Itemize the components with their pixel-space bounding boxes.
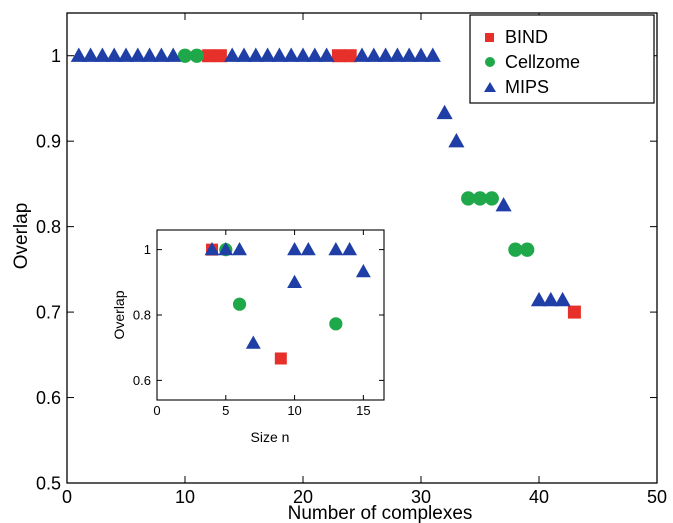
main-point-cellzome — [189, 48, 204, 63]
legend: BIND Cellzome MIPS — [469, 14, 655, 104]
inset-point-mips — [287, 242, 303, 256]
inset-point-cellzome — [232, 297, 247, 311]
main-point-mips — [117, 47, 135, 62]
inset-x-tick-label: 15 — [356, 403, 370, 418]
main-point-mips — [94, 47, 111, 62]
inset-x-tick-label: 10 — [287, 403, 301, 418]
main-y-tick-label: 0.5 — [36, 473, 61, 493]
inset-x-tick-label: 0 — [153, 403, 160, 418]
main-point-mips — [318, 47, 335, 62]
main-y-axis-label: Overlap — [11, 203, 32, 270]
main-x-tick-label: 0 — [62, 487, 72, 507]
inset-y-tick-label: 0.6 — [133, 373, 151, 388]
inset-point-mips — [218, 242, 234, 256]
main-point-mips — [412, 47, 430, 62]
main-point-mips — [165, 47, 182, 62]
main-y-tick-label: 0.6 — [36, 388, 61, 408]
main-point-mips — [247, 47, 264, 62]
main-point-cellzome — [508, 242, 523, 257]
legend-label-bind: BIND — [505, 27, 548, 47]
main-point-mips — [495, 197, 512, 212]
inset-y-axis-label: Overlap — [111, 290, 127, 339]
main-point-bind — [343, 49, 357, 63]
main-y-tick-label: 0.9 — [36, 131, 61, 151]
main-point-mips — [259, 47, 276, 62]
main-point-mips — [554, 291, 571, 307]
main-point-bind — [567, 305, 581, 319]
inset-point-mips — [287, 274, 303, 288]
main-point-bind — [202, 49, 216, 63]
main-axis-ticks: 0 10 20 30 40 500.50.60.70.80.91 — [36, 13, 667, 507]
main-point-mips — [377, 47, 394, 62]
main-point-mips — [424, 47, 441, 62]
main-point-mips — [82, 47, 99, 62]
main-point-mips — [436, 104, 453, 120]
inset-axis-ticks: 0 5 10 15 0.6 0.8 1 — [133, 230, 384, 418]
main-point-mips — [283, 47, 300, 62]
main-point-mips — [530, 291, 548, 307]
inset-data-marks — [204, 242, 371, 365]
inset-point-mips — [328, 242, 344, 256]
inset-point-mips — [342, 242, 358, 256]
main-point-bind — [331, 49, 345, 63]
main-point-mips — [306, 47, 323, 62]
inset-point-mips — [232, 242, 247, 256]
legend-marker-mips — [484, 82, 496, 92]
inset-point-cellzome — [329, 317, 343, 331]
inset-y-tick-label: 1 — [144, 242, 151, 257]
main-point-cellzome — [472, 191, 488, 206]
inset-point-bind — [274, 352, 287, 365]
main-point-mips — [141, 47, 158, 62]
main-point-mips — [294, 47, 312, 62]
legend-label-mips: MIPS — [505, 77, 549, 97]
main-point-mips — [153, 47, 170, 62]
main-y-tick-label: 0.7 — [36, 302, 61, 322]
main-point-mips — [271, 47, 288, 62]
main-point-cellzome — [461, 191, 476, 206]
main-point-mips — [389, 47, 406, 62]
main-point-mips — [224, 47, 241, 62]
main-x-tick-label: 50 — [647, 487, 667, 507]
main-point-mips — [106, 47, 123, 62]
main-point-mips — [448, 132, 465, 148]
main-x-tick-label: 10 — [175, 487, 195, 507]
inset-point-mips — [204, 242, 220, 256]
inset-y-tick-label: 0.8 — [133, 308, 151, 323]
main-point-bind — [213, 49, 227, 63]
inset-x-axis-label: Size n — [251, 429, 290, 445]
inset-point-mips — [245, 335, 261, 349]
legend-marker-cellzome — [485, 57, 495, 67]
main-point-mips — [129, 47, 146, 62]
legend-box — [469, 14, 655, 104]
main-x-tick-label: 40 — [529, 487, 549, 507]
main-x-axis-label: Number of complexes — [288, 503, 473, 523]
main-point-mips — [542, 291, 559, 307]
main-data-marks — [70, 47, 581, 319]
main-point-cellzome — [177, 48, 193, 63]
main-x-tick-label: 20 — [293, 487, 313, 507]
main-point-mips — [365, 47, 382, 62]
main-point-mips — [353, 47, 371, 62]
main-y-tick-label: 0.8 — [36, 217, 61, 237]
main-y-tick-label: 1 — [51, 46, 61, 66]
main-point-mips — [235, 47, 253, 62]
legend-marker-bind — [485, 33, 494, 42]
inset-point-mips — [300, 242, 316, 256]
main-point-mips — [401, 47, 418, 62]
main-point-cellzome — [484, 191, 499, 206]
inset-plot-frame — [156, 229, 385, 401]
main-point-cellzome — [520, 242, 535, 257]
inset-point-mips — [355, 263, 371, 278]
inset-x-tick-label: 5 — [222, 403, 229, 418]
main-point-mips — [70, 47, 87, 62]
legend-label-cellzome: Cellzome — [505, 52, 580, 72]
main-x-tick-label: 30 — [411, 487, 431, 507]
